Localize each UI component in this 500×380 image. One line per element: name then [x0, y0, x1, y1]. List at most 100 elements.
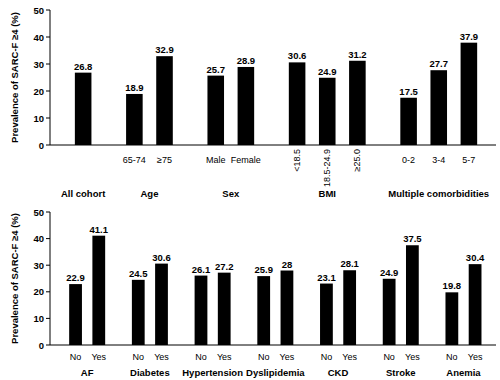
- bar: [469, 264, 482, 345]
- panel: Prevalence of SARC-F ≥4 (%)0102030405022…: [9, 207, 497, 378]
- bar: [257, 276, 270, 345]
- y-tick-label: 30: [33, 260, 44, 271]
- category-label: 18.5-24.9: [322, 149, 332, 187]
- data-label: 17.5: [399, 86, 418, 97]
- bars: [75, 43, 477, 145]
- group-label: Stroke: [386, 367, 416, 378]
- data-label: 18.9: [125, 82, 144, 93]
- y-tick: [46, 345, 50, 346]
- data-label: 25.7: [206, 64, 225, 75]
- y-tick-label: 20: [33, 86, 44, 97]
- data-label: 30.6: [288, 50, 307, 61]
- category-label: Yes: [154, 352, 169, 362]
- bar: [383, 279, 396, 345]
- y-tick: [46, 318, 50, 319]
- category-label: No: [446, 352, 458, 362]
- category-label: Female: [231, 155, 261, 165]
- group-label: Multiple comorbidities: [388, 188, 489, 199]
- data-label: 28.9: [237, 55, 256, 66]
- y-axis-title: Prevalence of SARC-F ≥4 (%): [9, 12, 20, 143]
- data-label: 24.5: [129, 268, 148, 279]
- group-label: Sex: [222, 188, 240, 199]
- category-label: 65-74: [123, 155, 146, 165]
- group-label: Dyslipidemia: [246, 367, 305, 378]
- panel: Prevalence of SARC-F ≥4 (%) 0 10 20 30 40 50 26…: [9, 5, 497, 199]
- bar: [319, 78, 336, 145]
- bar: [92, 236, 105, 345]
- bar: [400, 98, 417, 145]
- y-tick: [46, 291, 50, 292]
- category-label: No: [195, 352, 207, 362]
- category-label: 3-4: [432, 155, 445, 165]
- data-label: 37.9: [460, 31, 479, 42]
- bar: [126, 94, 143, 145]
- y-tick-label: 10: [33, 113, 44, 124]
- x-axis: [50, 145, 496, 146]
- x-axis: [50, 345, 496, 346]
- bar: [445, 292, 458, 345]
- group-label: Diabetes: [130, 367, 170, 378]
- data-label: 31.2: [348, 49, 367, 60]
- data-label: 24.9: [318, 66, 337, 77]
- bar: [195, 276, 208, 345]
- bar: [238, 67, 255, 145]
- bar: [281, 271, 294, 345]
- data-label: 27.7: [429, 58, 448, 69]
- category-label: Yes: [217, 352, 232, 362]
- category-label: No: [383, 352, 395, 362]
- bar: [430, 70, 447, 145]
- data-label: 37.5: [403, 233, 422, 244]
- category-label: 5-7: [462, 155, 475, 165]
- category-label: Yes: [91, 352, 106, 362]
- y-tick: [46, 64, 50, 65]
- bar: [349, 61, 366, 145]
- category-label: ≥25.0: [352, 149, 362, 171]
- category-label: No: [258, 352, 270, 362]
- y-tick-label: 0: [39, 140, 44, 151]
- data-label: 28.1: [340, 258, 359, 269]
- category-label: ≥75: [157, 155, 172, 165]
- data-label: 32.9: [155, 44, 174, 55]
- bar: [75, 73, 92, 145]
- data-label: 27.2: [215, 261, 234, 272]
- y-tick: [46, 265, 50, 266]
- y-tick-label: 50: [33, 5, 44, 16]
- bar: [406, 245, 419, 345]
- category-label: No: [321, 352, 333, 362]
- bar: [69, 284, 82, 345]
- category-label: Yes: [405, 352, 420, 362]
- bars: [69, 236, 481, 345]
- y-axis: [50, 212, 51, 345]
- data-label: 19.8: [443, 280, 462, 291]
- group-label: Age: [140, 188, 158, 199]
- y-tick-label: 20: [33, 286, 44, 297]
- data-label: 41.1: [90, 224, 109, 235]
- bar: [132, 280, 145, 345]
- y-tick: [46, 37, 50, 38]
- data-label: 26.8: [74, 61, 93, 72]
- y-tick-label: 50: [33, 207, 44, 218]
- bar: [289, 62, 306, 145]
- y-tick: [46, 238, 50, 239]
- group-label: All cohort: [61, 188, 106, 199]
- y-tick-label: 40: [33, 233, 44, 244]
- category-label: Yes: [280, 352, 295, 362]
- y-tick-label: 0: [39, 340, 44, 351]
- y-axis: [50, 10, 51, 145]
- bar: [207, 76, 224, 145]
- labels: 26.8 All cohort 18.9 65-74 32.9 ≥75 Age 25.7 Mal…: [61, 31, 489, 199]
- group-label: BMI: [319, 188, 336, 199]
- y-tick-label: 30: [33, 59, 44, 70]
- category-label: Yes: [468, 352, 483, 362]
- bar: [218, 273, 231, 345]
- group-label: Anemia: [446, 367, 481, 378]
- y-tick-label: 40: [33, 32, 44, 43]
- group-label: CKD: [328, 367, 349, 378]
- category-label: Male: [206, 155, 226, 165]
- data-label: 30.4: [466, 252, 485, 263]
- data-label: 26.1: [192, 264, 211, 275]
- bar: [155, 264, 168, 345]
- group-label: AF: [81, 367, 94, 378]
- category-label: Yes: [342, 352, 357, 362]
- category-label: No: [70, 352, 82, 362]
